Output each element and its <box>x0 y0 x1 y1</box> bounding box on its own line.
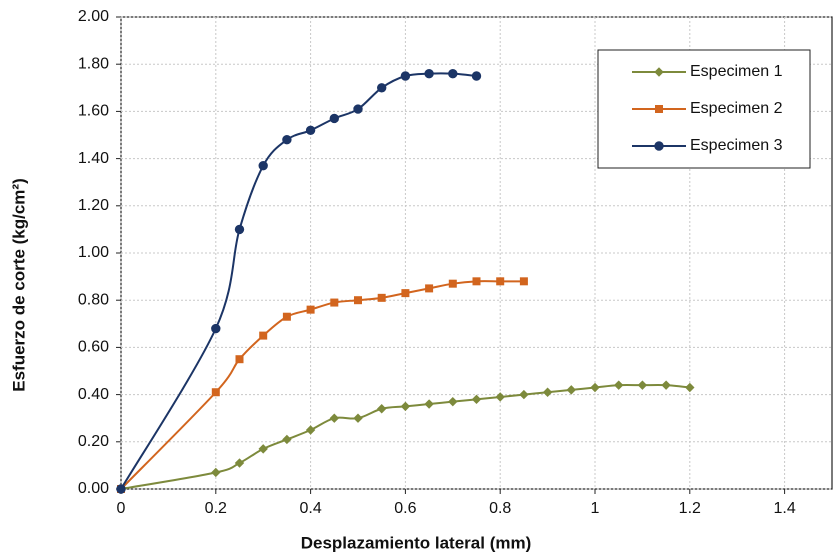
marker <box>472 277 481 286</box>
x-axis-title: Desplazamiento lateral (mm) <box>301 533 532 552</box>
x-tick-label: 0.2 <box>205 500 227 517</box>
marker <box>211 467 221 478</box>
marker <box>234 224 245 235</box>
marker <box>448 396 458 407</box>
y-tick-label: 0.60 <box>78 339 109 356</box>
marker <box>590 382 600 393</box>
marker <box>401 289 410 298</box>
legend-label: Especimen 2 <box>690 100 783 117</box>
marker <box>661 380 671 390</box>
marker <box>495 392 505 402</box>
y-tick-label: 0.20 <box>78 433 109 450</box>
marker <box>353 413 363 423</box>
marker <box>329 113 339 124</box>
y-tick-label: 1.20 <box>78 197 109 214</box>
marker <box>424 68 434 79</box>
marker <box>211 388 220 397</box>
x-tick-label: 0 <box>117 500 126 517</box>
x-tick-label: 1.2 <box>679 500 701 517</box>
y-tick-label: 1.40 <box>78 150 109 167</box>
x-tick-label: 0.6 <box>394 500 416 517</box>
marker <box>376 404 387 414</box>
marker <box>400 71 411 81</box>
marker <box>377 293 386 302</box>
marker <box>377 83 387 93</box>
marker <box>235 355 244 364</box>
marker <box>258 160 268 171</box>
marker <box>613 380 624 390</box>
y-tick-label: 1.00 <box>78 244 109 261</box>
marker <box>424 399 434 409</box>
marker <box>305 125 316 135</box>
marker <box>471 71 482 81</box>
marker <box>685 382 695 393</box>
marker <box>258 444 268 454</box>
marker <box>282 135 292 145</box>
marker <box>425 284 434 293</box>
x-tick-label: 0.4 <box>299 500 321 517</box>
marker <box>566 385 577 395</box>
marker <box>234 458 245 468</box>
marker <box>116 484 126 494</box>
legend-marker <box>654 141 664 151</box>
marker <box>305 425 316 435</box>
y-tick-label: 0.00 <box>78 480 109 497</box>
marker <box>519 389 529 400</box>
y-tick-label: 0.40 <box>78 386 109 403</box>
series-line <box>120 383 690 490</box>
legend-marker <box>654 67 664 77</box>
y-tick-label: 0.80 <box>78 291 109 308</box>
marker <box>306 305 315 314</box>
legend-label: Especimen 1 <box>690 63 783 80</box>
marker <box>637 380 648 390</box>
marker <box>519 277 528 286</box>
x-tick-label: 1 <box>591 500 600 517</box>
marker <box>542 387 553 397</box>
marker <box>259 331 268 340</box>
marker <box>211 323 221 334</box>
marker <box>448 68 458 79</box>
x-tick-label: 1.4 <box>773 500 795 517</box>
marker <box>496 277 505 286</box>
marker <box>353 104 363 114</box>
marker <box>448 279 457 288</box>
legend-marker <box>655 105 663 113</box>
marker <box>330 298 339 307</box>
marker <box>400 401 411 412</box>
x-tick-label: 0.8 <box>489 500 511 517</box>
y-axis-title: Esfuerzo de corte (kg/cm²) <box>9 178 28 392</box>
y-tick-label: 1.80 <box>78 55 109 72</box>
marker <box>282 312 291 321</box>
marker <box>329 413 340 423</box>
marker <box>354 296 362 305</box>
y-tick-label: 1.60 <box>78 103 109 120</box>
marker <box>471 394 482 405</box>
legend-label: Especimen 3 <box>690 137 783 154</box>
y-tick-label: 2.00 <box>78 8 109 25</box>
marker <box>282 434 292 445</box>
